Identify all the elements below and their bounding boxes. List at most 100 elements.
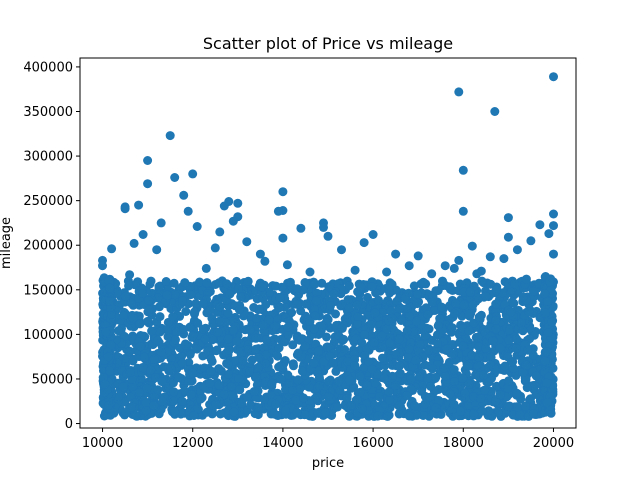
data-point: [427, 364, 437, 374]
data-point: [288, 340, 298, 350]
data-point: [223, 359, 233, 369]
data-point: [283, 330, 293, 340]
data-point: [284, 378, 294, 388]
data-point: [477, 406, 487, 416]
data-point: [424, 346, 434, 355]
data-point: [138, 288, 148, 298]
data-point: [375, 392, 384, 402]
data-point: [477, 276, 487, 286]
data-point: [458, 373, 468, 383]
data-point: [344, 303, 354, 313]
data-point: [237, 398, 247, 408]
data-point: [404, 261, 414, 271]
data-point: [474, 353, 484, 362]
data-point: [405, 311, 415, 321]
data-point: [274, 343, 284, 353]
data-point: [98, 261, 107, 271]
data-point: [370, 378, 380, 388]
data-point: [180, 386, 190, 396]
data-point: [458, 341, 468, 351]
data-point: [333, 402, 343, 412]
data-point: [515, 410, 525, 420]
data-point: [412, 299, 422, 309]
data-point: [292, 284, 302, 294]
data-point: [254, 353, 264, 363]
data-point: [420, 399, 430, 409]
data-point: [485, 252, 495, 262]
data-point: [440, 261, 450, 271]
data-point: [120, 204, 130, 214]
data-point: [274, 362, 284, 372]
y-axis-label: mileage: [0, 217, 14, 269]
data-point: [196, 394, 205, 404]
data-point: [296, 223, 306, 233]
data-point: [311, 296, 321, 306]
data-point: [188, 368, 198, 378]
data-point: [458, 206, 468, 216]
data-point: [104, 400, 114, 410]
data-point: [484, 406, 494, 416]
data-point: [227, 382, 237, 391]
x-tick-label: 20000: [533, 436, 574, 451]
data-point: [435, 314, 445, 324]
data-point: [162, 290, 172, 300]
data-point: [229, 407, 239, 417]
data-point: [491, 324, 501, 334]
data-point: [402, 326, 412, 336]
data-point: [418, 277, 428, 287]
data-point: [476, 394, 486, 403]
data-point: [433, 321, 443, 331]
data-point: [413, 251, 423, 261]
data-point: [367, 364, 377, 374]
data-point: [153, 385, 163, 395]
data-point: [410, 401, 420, 411]
data-point: [486, 387, 496, 396]
data-point: [507, 357, 517, 367]
data-point: [149, 401, 159, 411]
data-point: [101, 327, 111, 337]
data-point: [486, 279, 496, 289]
data-point: [234, 305, 244, 315]
data-point: [402, 304, 412, 314]
data-point: [387, 313, 397, 323]
data-point: [147, 326, 157, 336]
data-point: [270, 321, 280, 331]
data-point: [528, 409, 538, 419]
data-point: [189, 307, 199, 317]
data-point: [154, 302, 164, 312]
data-point: [188, 169, 198, 179]
data-point: [205, 378, 215, 388]
data-point: [340, 345, 350, 354]
data-point: [473, 332, 483, 342]
data-point: [278, 187, 288, 197]
data-point: [495, 390, 505, 400]
x-tick-label: 10000: [82, 436, 123, 451]
data-point: [313, 408, 323, 418]
data-point: [459, 287, 469, 297]
data-point: [112, 288, 122, 298]
data-point: [392, 297, 402, 306]
data-point: [549, 209, 558, 219]
data-point: [163, 332, 173, 342]
data-point: [369, 338, 379, 348]
data-point: [138, 230, 148, 239]
data-point: [282, 260, 292, 270]
data-point: [195, 277, 205, 287]
data-point: [98, 373, 108, 383]
data-point: [174, 372, 184, 382]
data-point: [356, 282, 366, 292]
data-point: [412, 410, 422, 420]
data-point: [254, 362, 263, 372]
data-point: [142, 383, 152, 393]
data-point: [135, 319, 145, 329]
data-point: [521, 274, 531, 284]
data-point: [139, 363, 148, 373]
data-point: [450, 308, 460, 318]
data-point: [171, 335, 180, 345]
data-point: [507, 297, 517, 307]
data-point: [521, 360, 531, 370]
data-point: [379, 373, 389, 383]
data-point: [215, 316, 225, 326]
data-point: [415, 371, 424, 381]
data-point: [543, 296, 552, 306]
